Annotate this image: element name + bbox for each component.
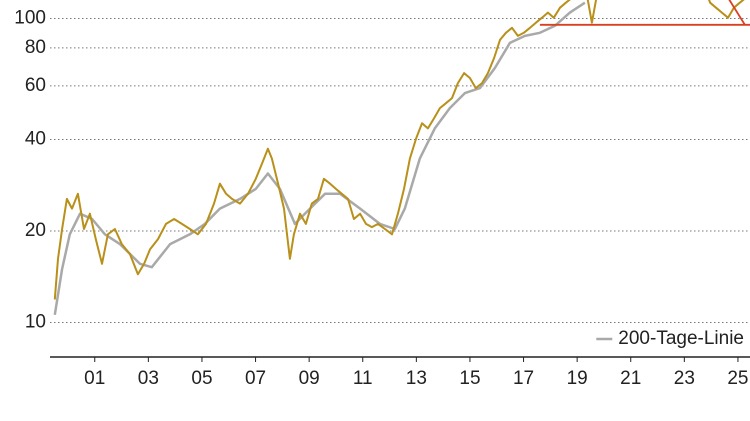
x-tick-label: 07 bbox=[245, 368, 266, 389]
y-tick-label: 80 bbox=[25, 37, 46, 58]
x-tick-label: 11 bbox=[353, 368, 373, 389]
x-tick-label: 01 bbox=[84, 368, 105, 389]
y-tick-label: 10 bbox=[25, 312, 46, 333]
reference-line bbox=[728, 0, 746, 26]
x-tick-label: 05 bbox=[191, 368, 212, 389]
price-line bbox=[53, 0, 745, 300]
x-tick-label: 15 bbox=[459, 368, 480, 389]
x-tick-label: 09 bbox=[299, 368, 320, 389]
x-tick-label: 17 bbox=[513, 368, 534, 389]
x-tick-label: 25 bbox=[727, 368, 748, 389]
y-tick-label: 60 bbox=[25, 75, 46, 96]
x-tick-label: 21 bbox=[620, 368, 641, 389]
plot-area bbox=[53, 0, 750, 315]
x-tick-label: 03 bbox=[138, 368, 159, 389]
y-tick-label: 40 bbox=[25, 128, 46, 149]
y-tick-label: 100 bbox=[14, 7, 46, 28]
legend-label: 200-Tage-Linie bbox=[618, 328, 744, 349]
x-tick-label: 23 bbox=[674, 368, 695, 389]
y-tick-label: 20 bbox=[25, 220, 46, 241]
moving-average-line bbox=[53, 1, 586, 315]
x-tick-label: 19 bbox=[567, 368, 588, 389]
x-tick-label: 13 bbox=[406, 368, 427, 389]
